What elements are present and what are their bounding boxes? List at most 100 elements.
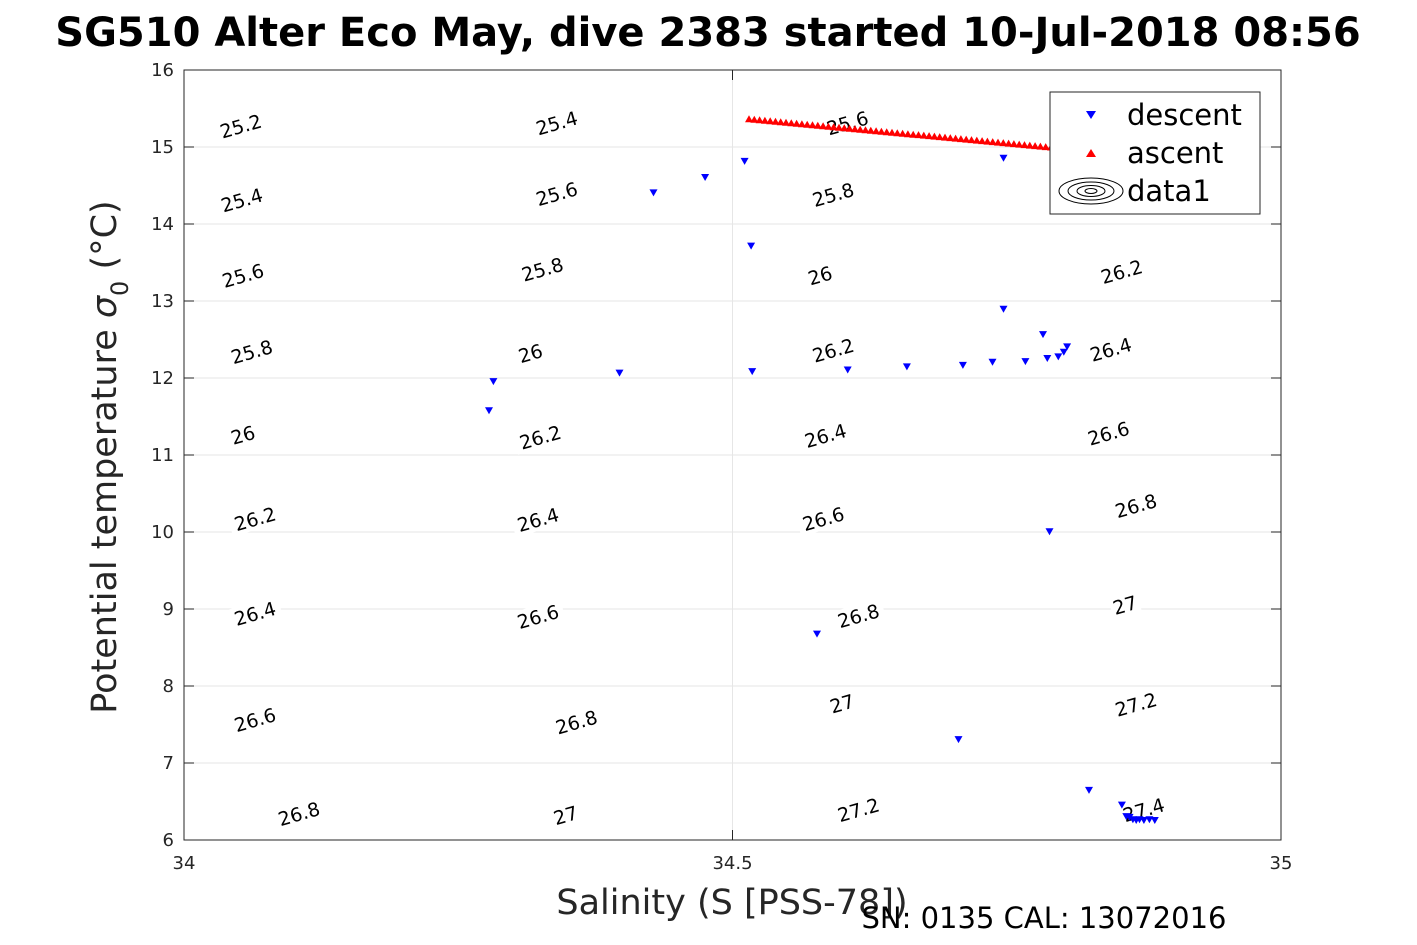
ascent-point [750, 115, 759, 123]
ascent-point [835, 123, 843, 131]
ascent-point [850, 125, 859, 133]
descent-point [1063, 343, 1072, 351]
y-tick-label: 13 [151, 291, 174, 312]
y-tick-label: 16 [151, 60, 174, 81]
ascent-point [824, 122, 833, 130]
descent-point [843, 366, 852, 374]
ascent-point [840, 124, 849, 132]
ascent-point [919, 131, 928, 139]
ascent-point [782, 118, 790, 126]
ascent-point [856, 125, 865, 133]
contour-label-bg [212, 108, 269, 144]
ascent-point [787, 119, 796, 127]
legend: descent ascent data1 [1049, 91, 1261, 215]
contour-label-bg [509, 501, 567, 538]
ascent-point [1020, 141, 1029, 149]
contour-label: 25.6 [528, 175, 585, 212]
contour-label-bg [226, 595, 284, 632]
ascent-point [1009, 140, 1018, 148]
contour-label-bg [1093, 253, 1150, 290]
x-tick-label: 34 [173, 853, 196, 874]
ascent-point [925, 132, 934, 140]
descent-point [1021, 358, 1030, 366]
legend-data1-label: data1 [1127, 174, 1211, 208]
y-axis-label-symbol: σ [85, 294, 125, 318]
contour-label-bg [270, 795, 327, 832]
legend-box [1049, 91, 1261, 215]
ascent-point [819, 122, 828, 130]
contour-label-bg [1107, 590, 1142, 620]
legend-descent-label: descent [1127, 98, 1242, 132]
y-tick-label: 9 [163, 599, 174, 620]
legend-contour-icon [1058, 177, 1124, 205]
descent-point [999, 154, 1008, 162]
descent-point [1150, 817, 1159, 824]
contour-label-bg [528, 175, 585, 212]
ascent-point [1004, 139, 1013, 147]
x-axis-ticks: 34 34.5 35 [173, 70, 1293, 874]
ascent-point [914, 131, 923, 139]
descent-point [1039, 331, 1047, 339]
ascent-point [967, 136, 976, 144]
descent-point [1139, 817, 1148, 824]
ascent-point [956, 135, 965, 143]
ascent-point [962, 135, 971, 143]
ascent-point [760, 116, 769, 124]
y-axis-label: Potential temperature σ0 (°C) [85, 200, 134, 713]
ascent-point [1041, 143, 1050, 151]
ascent-point [1015, 140, 1024, 148]
ascent-point [988, 138, 997, 146]
contour-label-bg [1107, 487, 1164, 524]
descent-point [813, 630, 821, 638]
contour-label-bg [225, 420, 260, 450]
y-axis-label-main: Potential temperature [85, 318, 125, 714]
ascent-point [1036, 142, 1045, 150]
contour-label-bg [513, 338, 548, 368]
y-axis-label-subscript: 0 [106, 281, 134, 296]
descent-point [1117, 801, 1126, 809]
legend-ascent-marker [1086, 149, 1096, 157]
ascent-point [941, 133, 949, 141]
y-axis-label-unit: (°C) [85, 200, 125, 280]
ascent-point [766, 117, 775, 125]
descent-point [954, 736, 963, 744]
contour-label-bg [830, 597, 887, 634]
contour-label-bg [1080, 415, 1137, 451]
ascent-point [946, 134, 955, 142]
contour-label-bg [1107, 686, 1164, 723]
contour-label-bg [1082, 331, 1139, 368]
descent-point [649, 189, 658, 197]
y-tick-label: 7 [163, 753, 174, 774]
descent-point [1085, 786, 1093, 794]
legend-ascent-label: ascent [1127, 136, 1223, 170]
ascent-point [935, 133, 944, 141]
ascent-point [888, 128, 896, 136]
descent-point [748, 368, 757, 376]
contour-label-bg [214, 257, 271, 294]
legend-descent-marker [1086, 111, 1096, 119]
x-tick-label: 35 [1270, 853, 1293, 874]
ascent-point [1025, 141, 1034, 149]
contour-label-bg [805, 176, 862, 213]
ascent-point [776, 118, 785, 126]
contour-label: 26.8 [1107, 487, 1164, 524]
descent-point [1045, 528, 1054, 536]
contour-label-bg [512, 419, 569, 455]
contour-label-bg [824, 688, 859, 719]
ascent-point [909, 130, 918, 138]
ascent-point [903, 130, 912, 138]
ascent-point [829, 123, 838, 131]
contour-label-bg [213, 182, 270, 218]
y-tick-label: 15 [151, 137, 174, 158]
y-tick-label: 8 [163, 676, 174, 697]
descent-point [958, 361, 967, 369]
contour-label-bg [548, 704, 605, 740]
y-tick-label: 14 [151, 214, 174, 235]
ascent-point [898, 129, 907, 137]
ascent-point [745, 115, 753, 123]
contour-label-bg [226, 500, 284, 537]
descent-point [999, 305, 1008, 313]
ascent-point [893, 129, 902, 137]
ascent-point [882, 128, 891, 136]
